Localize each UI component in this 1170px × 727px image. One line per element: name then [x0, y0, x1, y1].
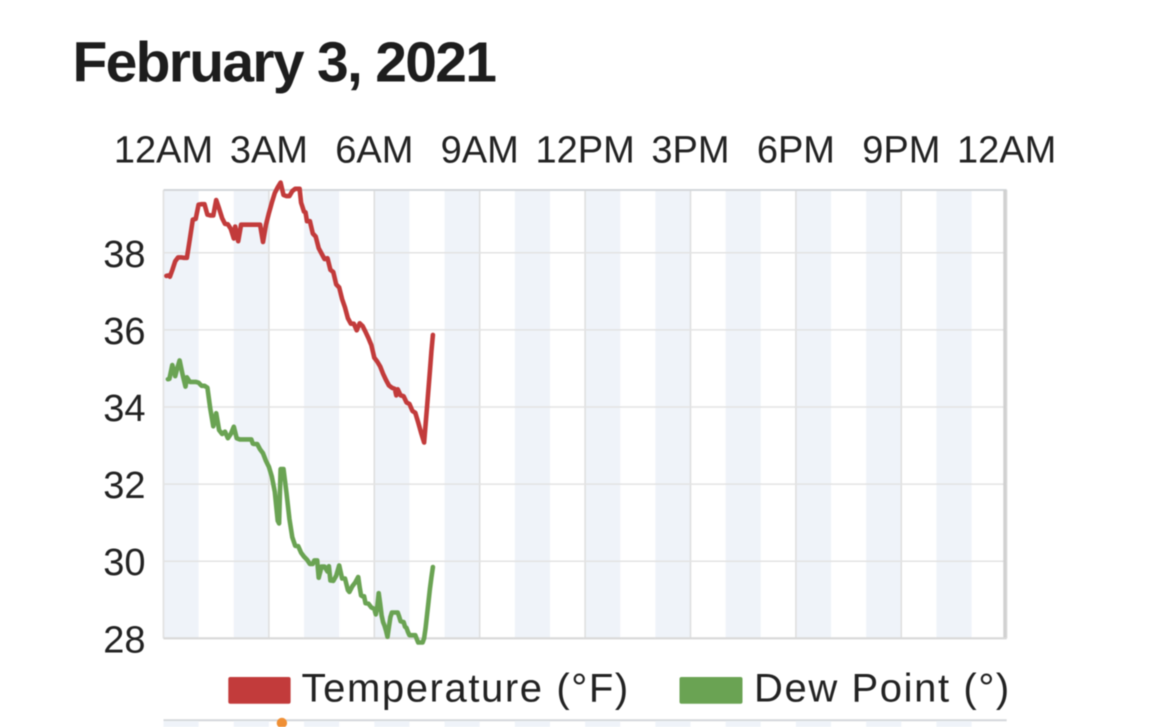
svg-text:30: 30 [103, 542, 145, 584]
svg-text:6PM: 6PM [757, 129, 835, 171]
svg-text:3PM: 3PM [651, 129, 729, 171]
svg-text:12AM: 12AM [957, 129, 1056, 171]
svg-text:9PM: 9PM [862, 129, 940, 171]
svg-text:36: 36 [103, 311, 145, 353]
svg-text:12AM: 12AM [114, 129, 213, 171]
svg-text:38: 38 [103, 234, 145, 276]
svg-text:Dew Point (°): Dew Point (°) [754, 667, 1011, 711]
svg-text:9AM: 9AM [441, 129, 519, 171]
svg-text:28: 28 [103, 619, 145, 661]
svg-text:Temperature (°F): Temperature (°F) [302, 667, 630, 711]
svg-text:3AM: 3AM [230, 129, 308, 171]
svg-text:6AM: 6AM [335, 129, 413, 171]
svg-text:February 3, 2021: February 3, 2021 [73, 31, 497, 95]
svg-text:32: 32 [103, 465, 145, 507]
svg-text:12PM: 12PM [535, 129, 634, 171]
svg-text:34: 34 [103, 388, 145, 430]
